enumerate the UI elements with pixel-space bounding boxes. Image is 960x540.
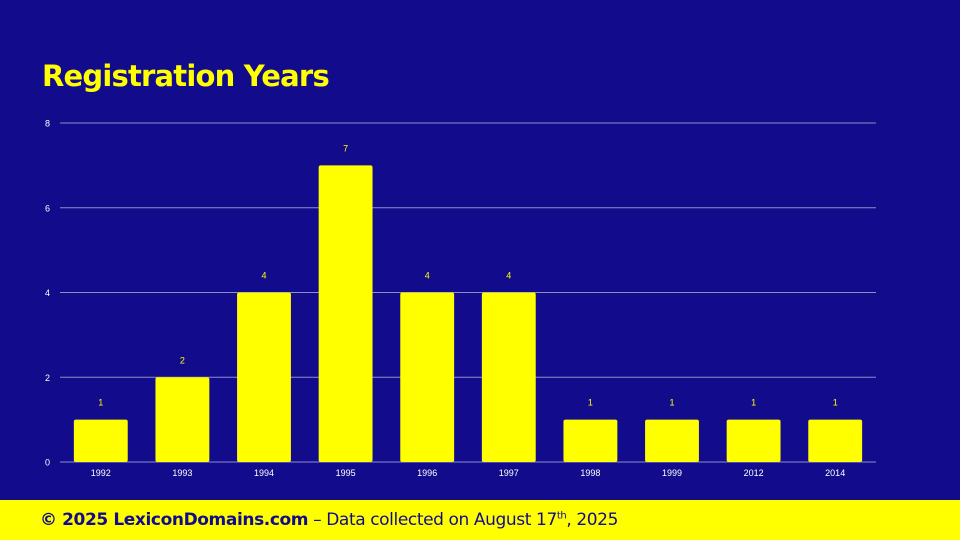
y-tick-label: 2 (45, 373, 50, 383)
bar (563, 419, 618, 462)
bar (155, 377, 210, 462)
bar (645, 419, 699, 462)
y-tick-label: 6 (45, 203, 50, 213)
footer-text: © 2025 LexiconDomains.com – Data collect… (0, 510, 618, 530)
data-label: 1 (751, 398, 756, 408)
y-tick-label: 0 (45, 458, 50, 468)
x-tick-label: 2014 (825, 468, 845, 478)
data-label: 1 (833, 398, 838, 408)
bar (481, 292, 536, 462)
x-tick-label: 2012 (744, 468, 764, 478)
x-tick-label: 1998 (580, 468, 600, 478)
footer-separator: – (308, 510, 327, 530)
x-tick-label: 1994 (254, 468, 274, 478)
data-label: 1 (588, 398, 593, 408)
data-label: 1 (98, 398, 103, 408)
data-label: 4 (425, 271, 430, 281)
x-tick-label: 1995 (336, 468, 356, 478)
x-tick-label: 1996 (417, 468, 437, 478)
bar (726, 419, 781, 462)
y-axis-ticks: 0 2 4 6 8 (45, 119, 50, 468)
bar (400, 292, 455, 462)
x-tick-label: 1997 (499, 468, 519, 478)
bars (73, 165, 863, 462)
x-tick-label: 1999 (662, 468, 682, 478)
collected-year-text: , 2025 (566, 510, 618, 530)
data-labels: 1 2 4 7 4 4 1 1 1 1 (98, 143, 837, 407)
x-tick-label: 1992 (91, 468, 111, 478)
data-label: 7 (343, 143, 348, 153)
y-tick-label: 4 (45, 288, 50, 298)
chart-title: Registration Years (42, 59, 330, 93)
copyright-text: © 2025 LexiconDomains.com (40, 510, 309, 530)
bar (237, 292, 291, 462)
collected-date-text: Data collected on August 17 (326, 510, 557, 530)
x-tick-label: 1993 (172, 468, 192, 478)
bar (808, 419, 863, 462)
bar (73, 419, 128, 462)
data-label: 2 (180, 355, 185, 365)
y-tick-label: 8 (45, 119, 50, 129)
bar (318, 165, 373, 462)
data-label: 4 (506, 271, 511, 281)
date-ordinal-suffix: th (556, 510, 567, 522)
x-axis-ticks: 1992 1993 1994 1995 1996 1997 1998 1999 2012 2014 (91, 468, 845, 478)
footer-bar: © 2025 LexiconDomains.com – Data collect… (0, 500, 960, 540)
data-label: 1 (669, 398, 674, 408)
data-label: 4 (261, 271, 266, 281)
